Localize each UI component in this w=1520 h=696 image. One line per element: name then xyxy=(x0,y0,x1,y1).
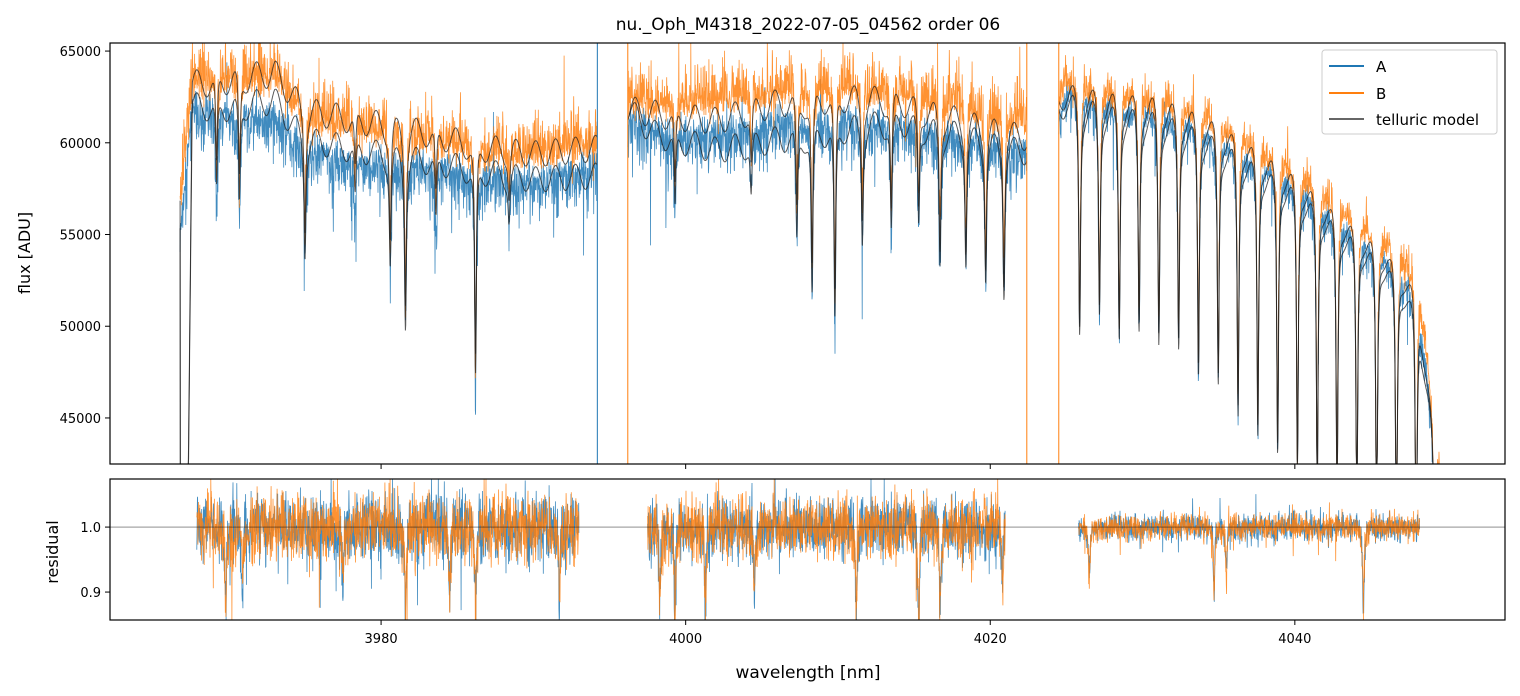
xtick-label: 4000 xyxy=(669,632,702,647)
ytick-label: 60000 xyxy=(60,137,101,152)
residual-b-line xyxy=(196,479,580,620)
telluric-model-line xyxy=(179,88,598,464)
legend-label-a: A xyxy=(1376,58,1387,76)
series-a-line xyxy=(179,62,598,415)
series-b-line xyxy=(627,43,1027,304)
legend: A B telluric model xyxy=(1321,49,1498,135)
ytick-label: 50000 xyxy=(60,320,101,335)
residual-plot-series xyxy=(110,479,1505,620)
telluric-model-line xyxy=(627,85,1028,289)
legend-label-b: B xyxy=(1376,85,1386,103)
residual-axes-frame xyxy=(109,478,1506,621)
xtick-label: 3980 xyxy=(365,632,398,647)
legend-box xyxy=(1321,49,1498,135)
residual-ylabel: residual xyxy=(43,520,62,583)
xtick-label: 4020 xyxy=(974,632,1007,647)
residual-b-line xyxy=(1078,502,1420,620)
ytick-label: 55000 xyxy=(60,229,101,244)
top-ylabel: flux [ADU] xyxy=(15,212,34,294)
telluric-model-line xyxy=(1058,85,1440,464)
residual-ytick-label: 1.0 xyxy=(80,521,101,536)
telluric-model-line xyxy=(179,60,598,464)
residual-a-line xyxy=(1078,494,1420,614)
xlabel: wavelength [nm] xyxy=(735,663,880,683)
top-plot-series xyxy=(179,43,1440,464)
ytick-label: 45000 xyxy=(60,412,101,427)
legend-label-telluric: telluric model xyxy=(1376,111,1479,129)
axis-ticks: 45000 50000 55000 60000 65000 0.9 1.0 3980 4000 4… xyxy=(60,45,1312,647)
telluric-model-line xyxy=(627,102,1028,317)
residual-b-line xyxy=(647,479,1006,620)
series-a-line xyxy=(627,78,1027,354)
top-axes-frame xyxy=(109,42,1506,465)
ytick-label: 65000 xyxy=(60,45,101,60)
residual-ytick-label: 0.9 xyxy=(80,586,101,601)
chart-title: nu._Oph_M4318_2022-07-05_04562 order 06 xyxy=(616,15,1000,35)
xtick-label: 4040 xyxy=(1278,632,1311,647)
